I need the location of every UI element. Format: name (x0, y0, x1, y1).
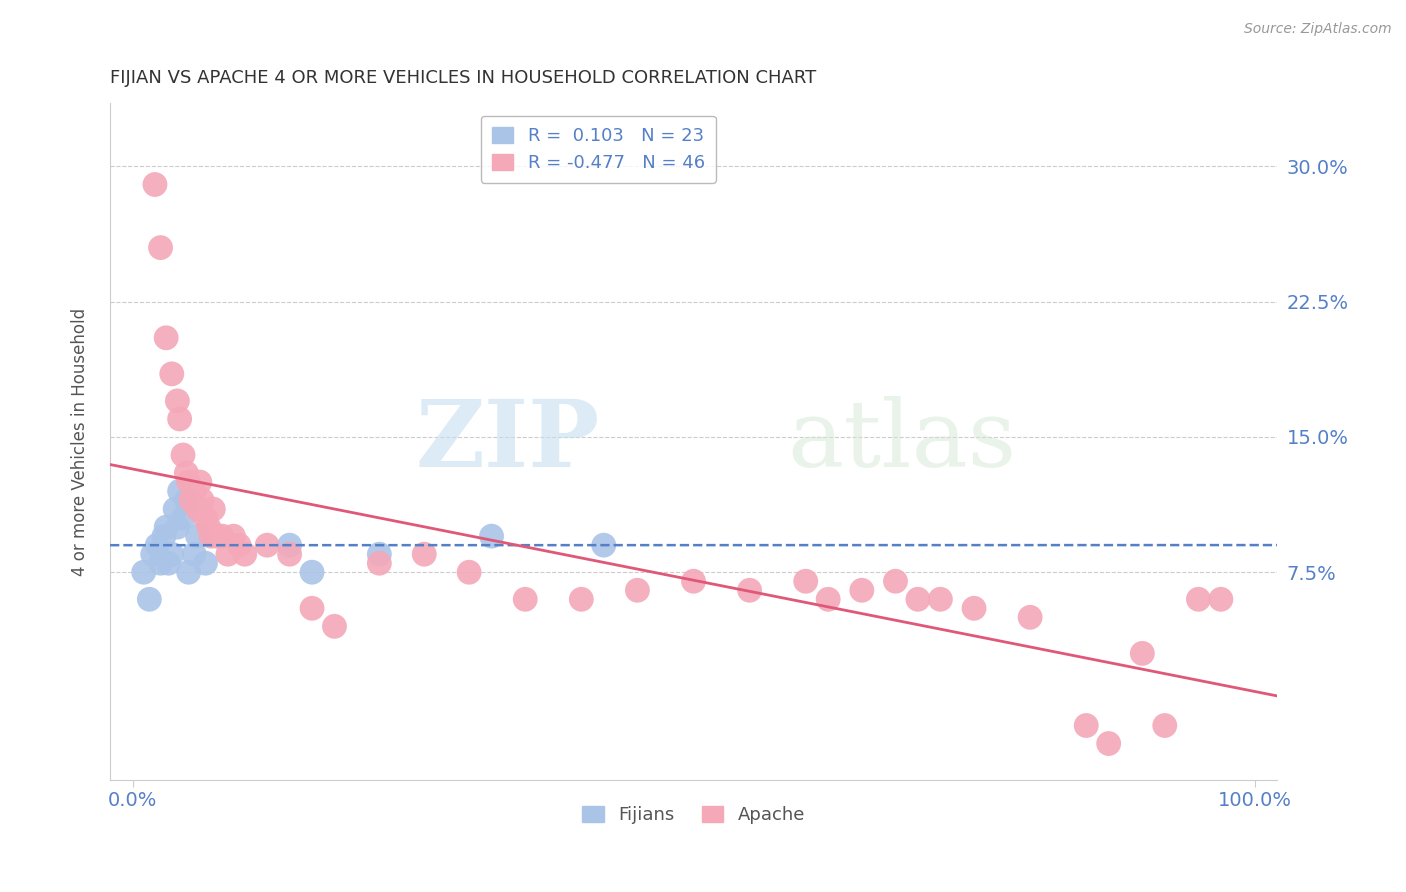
Point (323, 619, 346, 633)
Point (569, 592, 592, 607)
Point (165, 502, 187, 516)
Point (1209, 592, 1232, 607)
Point (149, 556, 172, 570)
Point (278, 547, 301, 561)
Point (177, 566, 200, 580)
Point (592, 538, 614, 552)
Point (180, 493, 202, 508)
Point (169, 412, 191, 426)
Point (153, 529, 176, 543)
Point (160, 547, 183, 561)
Point (222, 529, 245, 543)
Point (1076, 718, 1098, 732)
Point (1019, 610, 1042, 624)
Y-axis label: 4 or more Vehicles in Household: 4 or more Vehicles in Household (72, 308, 89, 575)
Text: Source: ZipAtlas.com: Source: ZipAtlas.com (1244, 22, 1392, 37)
Point (217, 547, 239, 561)
Point (176, 466, 198, 480)
Point (929, 592, 952, 607)
Text: atlas: atlas (787, 396, 1017, 486)
Point (413, 547, 436, 561)
Point (194, 556, 217, 570)
Legend: Fijians, Apache: Fijians, Apache (575, 798, 813, 831)
Point (160, 367, 183, 381)
Point (194, 511, 217, 525)
Point (183, 484, 205, 499)
Point (233, 547, 256, 561)
Point (1130, 646, 1153, 660)
Point (1153, 718, 1175, 732)
Point (177, 475, 200, 489)
Point (166, 393, 188, 408)
Point (515, 592, 537, 607)
Point (458, 566, 481, 580)
Point (256, 538, 278, 552)
Text: ZIP: ZIP (416, 396, 600, 486)
Point (172, 448, 194, 462)
Point (884, 574, 907, 589)
Point (907, 592, 929, 607)
Point (188, 475, 211, 489)
Point (146, 538, 169, 552)
Point (198, 520, 221, 534)
Point (301, 601, 323, 615)
Point (228, 538, 250, 552)
Point (155, 520, 177, 534)
Point (132, 566, 155, 580)
Point (200, 529, 222, 543)
Point (481, 529, 503, 543)
Text: FIJIAN VS APACHE 4 OR MORE VEHICLES IN HOUSEHOLD CORRELATION CHART: FIJIAN VS APACHE 4 OR MORE VEHICLES IN H… (110, 69, 817, 87)
Point (172, 511, 194, 525)
Point (205, 529, 228, 543)
Point (157, 556, 180, 570)
Point (817, 592, 839, 607)
Point (166, 520, 188, 534)
Point (187, 529, 209, 543)
Point (368, 547, 391, 561)
Point (138, 592, 160, 607)
Point (191, 493, 214, 508)
Point (155, 331, 177, 345)
Point (169, 484, 191, 499)
Point (176, 493, 198, 508)
Point (143, 178, 166, 192)
Point (963, 601, 986, 615)
Point (202, 502, 225, 516)
Point (149, 241, 172, 255)
Point (187, 502, 209, 516)
Point (301, 566, 323, 580)
Point (851, 583, 873, 598)
Point (211, 529, 233, 543)
Point (278, 538, 301, 552)
Point (142, 547, 165, 561)
Point (794, 574, 817, 589)
Point (1098, 737, 1121, 751)
Point (1187, 592, 1209, 607)
Point (738, 583, 761, 598)
Point (682, 574, 704, 589)
Point (626, 583, 648, 598)
Point (183, 547, 205, 561)
Point (368, 556, 391, 570)
